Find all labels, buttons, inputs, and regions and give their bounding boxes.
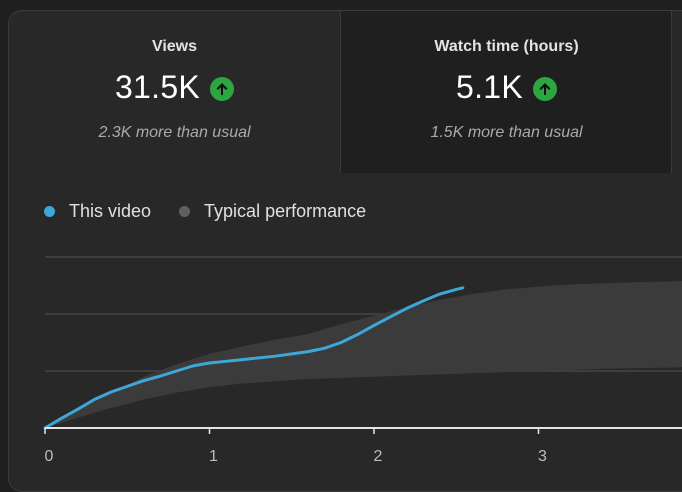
legend-label: This video	[69, 201, 152, 221]
legend-dot-icon	[44, 206, 55, 217]
metric-label: Watch time (hours)	[434, 38, 579, 55]
metric-tab-watch-time[interactable]: Watch time (hours) 5.1K 1.5K more than u…	[340, 11, 672, 173]
legend-label: Typical performance	[204, 201, 367, 221]
metric-note: 1.5K more than usual	[430, 124, 583, 141]
x-tick-label: 3	[538, 448, 547, 465]
arrow-up-icon	[533, 76, 558, 101]
legend-item-this-video: This video	[44, 201, 151, 222]
this-video-line	[43, 286, 465, 430]
metric-value: 31.5K	[114, 69, 201, 105]
metric-value: 5.1K	[455, 69, 524, 105]
legend-item-typical: Typical performance	[179, 201, 366, 222]
x-tick-label: 1	[209, 448, 218, 465]
typical-performance-band	[45, 281, 682, 428]
x-tick-label: 2	[374, 448, 383, 465]
chart-legend: This video Typical performance	[44, 201, 394, 222]
metric-value-row: 5.1K	[341, 69, 672, 106]
metric-value-row: 31.5K	[9, 69, 340, 106]
metric-tabs: Views 31.5K 2.3K more than usual Watch t…	[9, 11, 682, 173]
metric-label: Views	[151, 38, 198, 55]
legend-dot-icon	[179, 206, 191, 217]
metric-tab-partial[interactable]	[671, 11, 682, 173]
arrow-up-icon	[210, 76, 235, 101]
line-chart: 0 1 2 3	[43, 256, 682, 465]
analytics-card: Views 31.5K 2.3K more than usual Watch t…	[8, 10, 682, 492]
x-tick-label: 0	[45, 448, 54, 465]
metric-tab-views[interactable]: Views 31.5K 2.3K more than usual	[9, 11, 340, 173]
metric-note: 2.3K more than usual	[98, 124, 251, 141]
